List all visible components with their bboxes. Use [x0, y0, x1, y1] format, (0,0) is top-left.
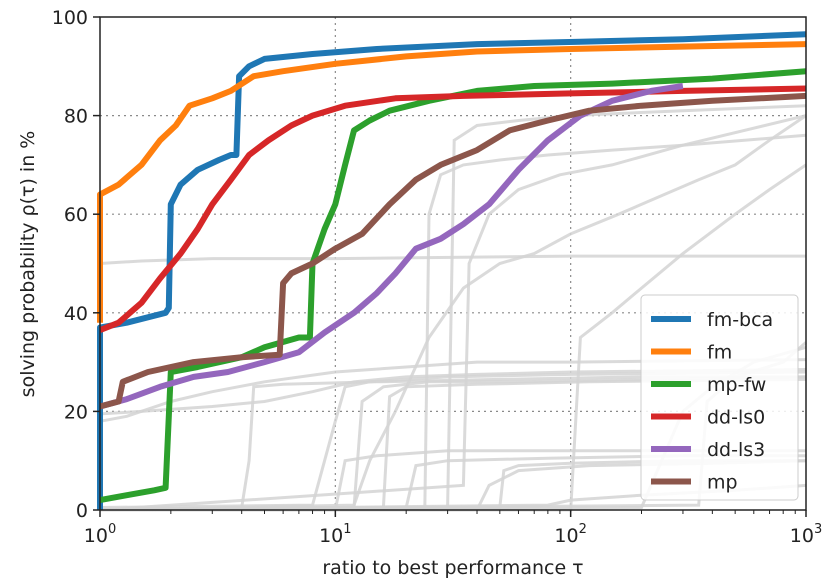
- legend-label-dd-ls3: dd-ls3: [707, 439, 765, 461]
- y-tick-label: 20: [64, 401, 88, 423]
- background-profile-line: [99, 368, 807, 416]
- series-line-fm: [97, 41, 807, 323]
- series-line-mp-fw: [99, 68, 807, 504]
- x-tick-label-exponent: 0: [108, 522, 116, 537]
- background-profile-lines: [99, 104, 807, 512]
- background-profile-line: [99, 375, 806, 512]
- background-profile-line: [100, 133, 807, 512]
- x-tick-label-exponent: 1: [343, 522, 351, 537]
- series-line-dd-ls3: [99, 83, 684, 410]
- background-profile-line: [99, 370, 807, 509]
- y-tick-label: 80: [64, 106, 88, 128]
- y-tick-label: 40: [64, 303, 88, 325]
- legend-label-fm-bca: fm-bca: [707, 309, 773, 331]
- y-axis-label: solving probability ρ(τ) in %: [17, 131, 39, 398]
- legend-label-dd-ls0: dd-ls0: [707, 407, 765, 429]
- x-axis-label: ratio to best performance τ: [322, 557, 583, 579]
- legend-label-fm: fm: [707, 342, 732, 364]
- background-profile-line: [99, 114, 807, 512]
- legend-label-mp: mp: [707, 472, 738, 494]
- x-tick-label: 103: [790, 522, 822, 547]
- background-profile-line: [99, 104, 807, 512]
- y-tick-label: 0: [76, 500, 88, 522]
- x-tick-label-base: 10: [84, 525, 108, 547]
- y-tick-label: 60: [64, 204, 88, 226]
- legend: fm-bca fm mp-fw dd-ls0 dd-ls3 mp: [640, 294, 799, 501]
- background-profile-line: [99, 254, 806, 265]
- x-tick-label: 102: [554, 522, 586, 547]
- legend-label-mp-fw: mp-fw: [707, 374, 766, 396]
- series-lines: [97, 31, 807, 510]
- y-tick-label: 100: [52, 7, 88, 29]
- x-tick-label-exponent: 3: [814, 522, 822, 537]
- background-profile-line: [99, 114, 807, 512]
- x-tick-label-base: 10: [319, 525, 343, 547]
- x-tick-label: 101: [319, 522, 351, 547]
- x-tick-label: 100: [84, 522, 116, 547]
- x-tick-label-base: 10: [554, 525, 578, 547]
- background-profile-line: [99, 358, 807, 423]
- x-tick-label-exponent: 2: [579, 522, 587, 537]
- series-line-fm-bca: [97, 31, 807, 510]
- series-line-dd-ls0: [98, 85, 807, 333]
- series-line-mp: [99, 92, 807, 410]
- background-profile-line: [100, 163, 807, 512]
- x-tick-label-base: 10: [790, 525, 814, 547]
- plot-frame: [99, 16, 807, 511]
